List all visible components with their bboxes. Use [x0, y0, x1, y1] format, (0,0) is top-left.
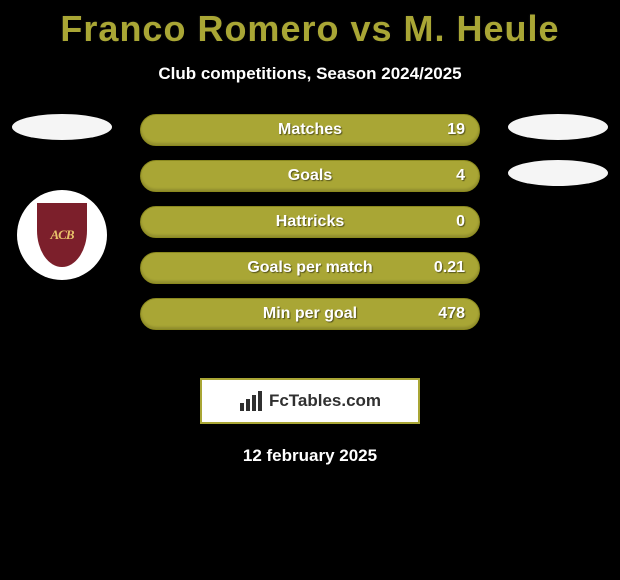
stat-value-right: 4	[456, 167, 465, 185]
stat-row-min-per-goal: Min per goal 478	[140, 298, 480, 330]
stat-label: Matches	[278, 121, 342, 139]
stat-label: Min per goal	[263, 305, 357, 323]
stat-value-right: 0	[456, 213, 465, 231]
player1-name: Franco Romero	[60, 8, 339, 49]
vs-text: vs	[350, 8, 392, 49]
bar-chart-icon	[239, 391, 263, 411]
stat-pill-stack: Matches 19 Goals 4 Hattricks 0 Goals per…	[140, 114, 480, 330]
brand-box[interactable]: FcTables.com	[200, 378, 420, 424]
player2-name: M. Heule	[404, 8, 560, 49]
stat-row-matches: Matches 19	[140, 114, 480, 146]
comparison-title: Franco Romero vs M. Heule	[0, 0, 620, 50]
stat-value-right: 0.21	[434, 259, 465, 277]
player1-club-badge: ACB	[17, 190, 107, 280]
brand-text: FcTables.com	[269, 391, 381, 411]
stat-label: Goals	[288, 167, 332, 185]
stat-value-right: 19	[447, 121, 465, 139]
right-avatar-column	[508, 114, 608, 186]
player2-avatar-placeholder	[508, 114, 608, 140]
date-text: 12 february 2025	[0, 446, 620, 466]
stat-row-hattricks: Hattricks 0	[140, 206, 480, 238]
subtitle: Club competitions, Season 2024/2025	[0, 64, 620, 84]
player2-club-placeholder	[508, 160, 608, 186]
player1-avatar-placeholder	[12, 114, 112, 140]
stat-label: Goals per match	[247, 259, 372, 277]
stat-label: Hattricks	[276, 213, 344, 231]
stat-value-right: 478	[438, 305, 465, 323]
stat-row-goals-per-match: Goals per match 0.21	[140, 252, 480, 284]
club-badge-letters: ACB	[50, 227, 73, 243]
stats-area: ACB Matches 19 Goals 4 Hattricks 0 Goals…	[0, 114, 620, 354]
club-shield-icon: ACB	[37, 203, 87, 267]
stat-row-goals: Goals 4	[140, 160, 480, 192]
left-avatar-column: ACB	[12, 114, 112, 280]
